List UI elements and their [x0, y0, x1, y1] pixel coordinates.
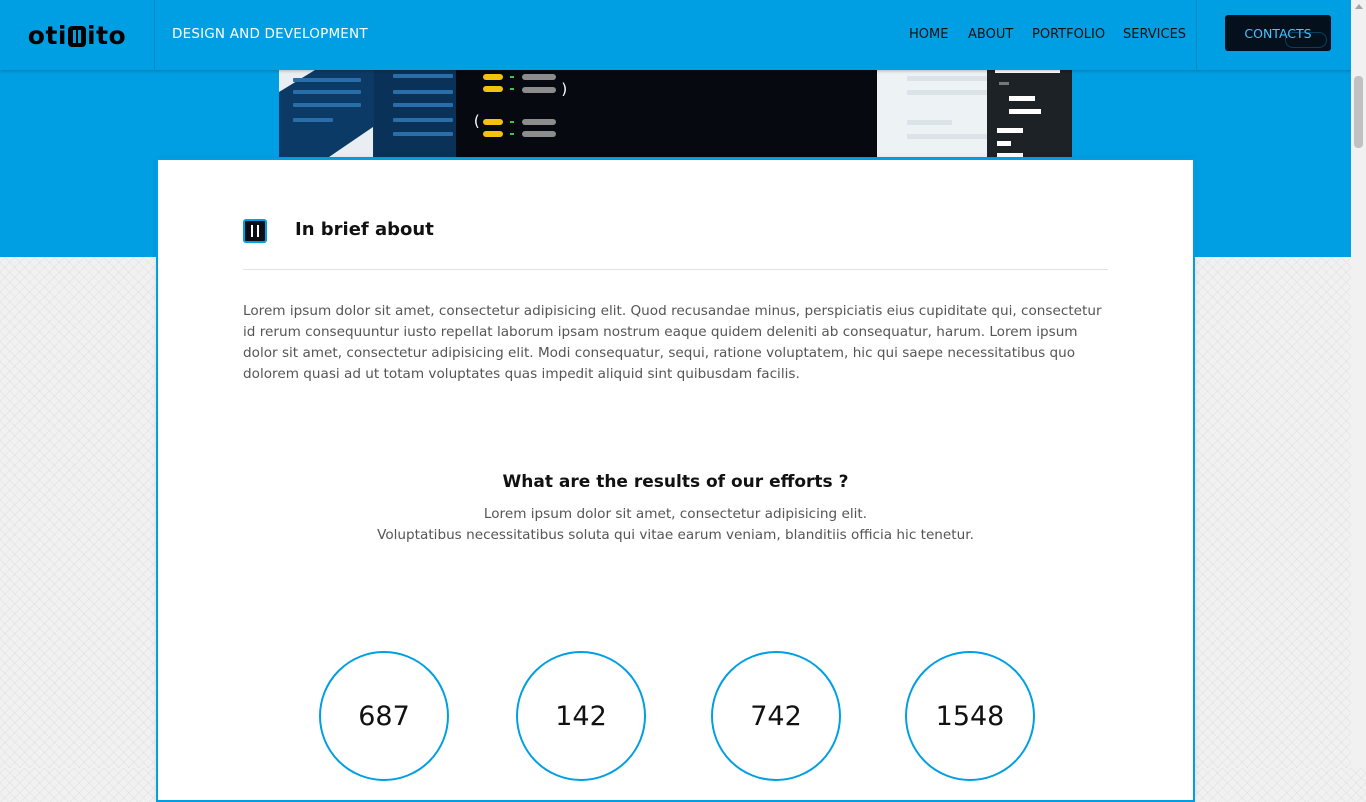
logo-text-suffix: ito	[87, 20, 127, 50]
about-text: Lorem ipsum dolor sit amet, consectetur …	[243, 303, 1102, 382]
nav-home[interactable]: HOME	[909, 27, 949, 42]
section-divider	[243, 269, 1108, 270]
page-scrollbar[interactable]	[1351, 0, 1366, 768]
about-card: In brief about Lorem ipsum dolor sit ame…	[156, 158, 1195, 802]
logo-link[interactable]: oti ito	[0, 0, 155, 70]
results-subtitle-line: Voluptatibus necessitatibus soluta qui v…	[377, 527, 974, 543]
nav-divider	[1196, 0, 1197, 70]
nav-about[interactable]: ABOUT	[968, 27, 1014, 42]
hero-panel-graphic	[987, 70, 1072, 157]
results-title: What are the results of our efforts ?	[502, 472, 849, 492]
contacts-button[interactable]: CONTACTS	[1225, 15, 1331, 51]
site-tagline: DESIGN AND DEVELOPMENT	[172, 26, 368, 42]
about-title: In brief about	[295, 219, 434, 240]
counter-circle: 142	[516, 651, 646, 781]
logo: oti ito	[28, 21, 126, 50]
counter-circle: 1548	[905, 651, 1035, 781]
hero-sidebar-graphic	[279, 70, 456, 157]
logo-mark-icon	[68, 25, 86, 47]
scroll-thumb[interactable]	[1354, 76, 1363, 148]
hero-code-image: ) (	[279, 70, 1072, 157]
scroll-up-arrow-icon[interactable]	[1355, 4, 1363, 9]
counter-circle: 687	[319, 651, 449, 781]
logo-mark-icon	[243, 219, 267, 243]
nav-portfolio[interactable]: PORTFOLIO	[1032, 27, 1106, 42]
results-subtitle-line: Lorem ipsum dolor sit amet, consectetur …	[483, 506, 868, 522]
site-header: oti ito DESIGN AND DEVELOPMENT HOME ABOU…	[0, 0, 1351, 70]
hero-editor-graphic	[877, 70, 987, 157]
logo-text-prefix: oti	[27, 20, 67, 50]
counter-circle: 742	[711, 651, 841, 781]
results-subtitle: Lorem ipsum dolor sit amet, consectetur …	[158, 504, 1193, 546]
nav-services[interactable]: SERVICES	[1123, 27, 1187, 42]
